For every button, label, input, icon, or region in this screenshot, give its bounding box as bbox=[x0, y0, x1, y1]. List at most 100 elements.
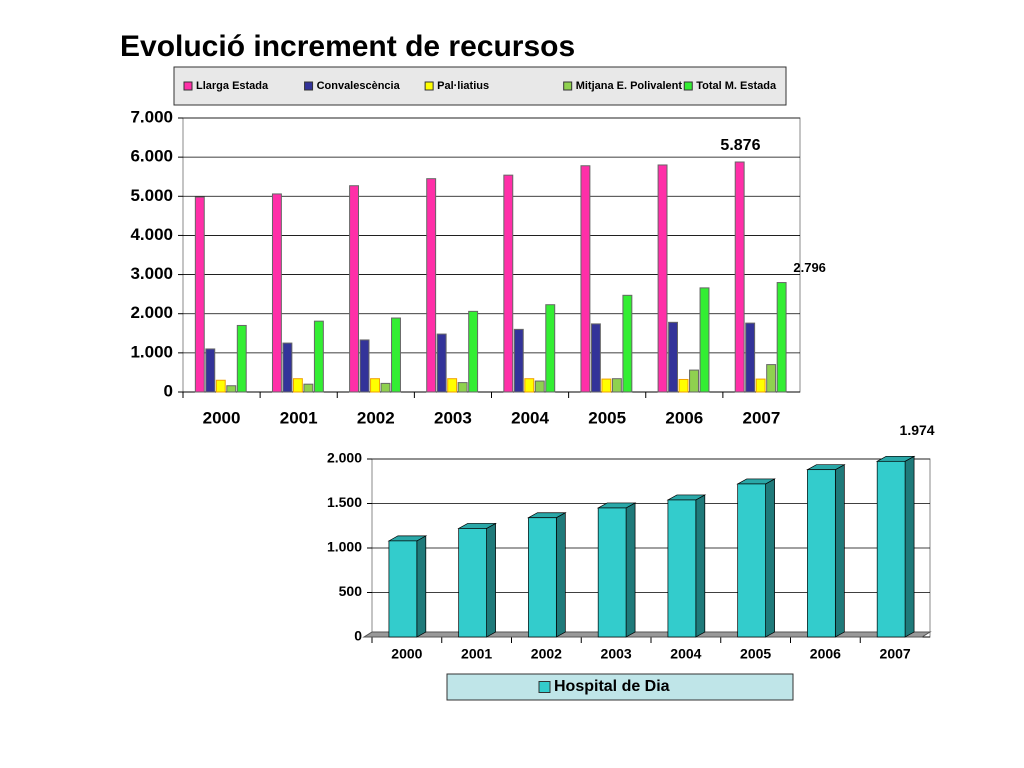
bar bbox=[689, 369, 699, 393]
bar bbox=[590, 323, 601, 393]
y-tick-label: 3.000 bbox=[130, 264, 173, 283]
x-tick-label: 2006 bbox=[665, 408, 703, 427]
legend-swatch bbox=[683, 81, 693, 91]
bar bbox=[667, 499, 697, 638]
bar bbox=[678, 378, 689, 393]
bar bbox=[580, 165, 591, 393]
x-tick-label: 2001 bbox=[461, 646, 492, 662]
legend-box bbox=[446, 673, 794, 701]
bar bbox=[503, 174, 514, 393]
bar-side bbox=[416, 535, 427, 638]
bar bbox=[776, 282, 787, 393]
bar bbox=[745, 322, 756, 393]
x-tick-label: 2004 bbox=[511, 408, 549, 427]
bar bbox=[622, 294, 633, 393]
x-tick-label: 2006 bbox=[810, 646, 841, 662]
y-tick-label: 5.000 bbox=[130, 186, 173, 205]
y-tick-label: 500 bbox=[339, 583, 363, 599]
y-tick-label: 7.000 bbox=[130, 107, 173, 126]
bar bbox=[359, 339, 370, 393]
bar bbox=[597, 507, 627, 638]
bar bbox=[388, 540, 418, 638]
bar-side bbox=[555, 512, 566, 638]
bar bbox=[699, 287, 710, 393]
x-tick-label: 2002 bbox=[357, 408, 395, 427]
floor bbox=[362, 631, 932, 638]
y-tick-label: 0 bbox=[164, 381, 173, 400]
bar bbox=[391, 317, 401, 393]
bar bbox=[734, 161, 745, 393]
x-tick-label: 2005 bbox=[588, 408, 626, 427]
bar bbox=[668, 321, 678, 393]
bar bbox=[370, 378, 380, 393]
bar-side bbox=[486, 522, 496, 638]
bar bbox=[513, 328, 524, 393]
bar bbox=[611, 378, 622, 393]
data-label: 1.974 bbox=[900, 422, 935, 438]
legend-label: Llarga Estada bbox=[196, 80, 269, 92]
bar bbox=[205, 348, 216, 393]
legend-label: Hospital de Dia bbox=[554, 678, 670, 695]
bar-side bbox=[625, 502, 636, 638]
legend-box bbox=[173, 66, 787, 106]
y-tick-label: 1.500 bbox=[327, 494, 362, 510]
x-tick-label: 2002 bbox=[531, 646, 562, 662]
x-tick-label: 2004 bbox=[670, 646, 701, 662]
bar bbox=[215, 379, 226, 393]
y-tick-label: 0 bbox=[354, 628, 362, 644]
bar bbox=[457, 382, 468, 393]
bar bbox=[313, 320, 324, 393]
y-tick-label: 4.000 bbox=[130, 225, 173, 244]
bar bbox=[226, 385, 237, 393]
bar bbox=[303, 383, 314, 393]
bar bbox=[292, 378, 303, 393]
bar bbox=[755, 378, 766, 393]
data-label: 5.876 bbox=[720, 137, 760, 154]
bar bbox=[426, 178, 437, 393]
bar bbox=[534, 380, 545, 393]
bar bbox=[349, 185, 360, 393]
bar bbox=[524, 378, 535, 393]
bar bbox=[876, 460, 906, 638]
x-tick-label: 2000 bbox=[391, 646, 422, 662]
chart-title: Evolució increment de recursos bbox=[120, 30, 575, 63]
bar-side bbox=[834, 464, 845, 638]
bar bbox=[601, 378, 612, 393]
y-tick-label: 2.000 bbox=[327, 450, 362, 466]
legend-swatch bbox=[183, 81, 193, 91]
bar bbox=[657, 164, 668, 393]
bar bbox=[447, 378, 458, 393]
legend-swatch bbox=[304, 81, 314, 91]
legend-label: Mitjana E. Polivalent bbox=[576, 80, 683, 92]
bar bbox=[271, 193, 282, 393]
bar bbox=[436, 333, 447, 393]
x-tick-label: 2005 bbox=[740, 646, 771, 662]
x-tick-label: 2007 bbox=[880, 646, 911, 662]
x-tick-label: 2003 bbox=[601, 646, 632, 662]
bar bbox=[766, 364, 777, 393]
bar bbox=[545, 304, 556, 393]
bar bbox=[236, 324, 247, 393]
x-tick-label: 2003 bbox=[434, 408, 472, 427]
legend-label: Pal·liatius bbox=[437, 80, 489, 92]
y-tick-label: 1.000 bbox=[327, 539, 362, 555]
legend-swatch bbox=[538, 681, 551, 693]
bar bbox=[194, 196, 205, 393]
y-tick-label: 6.000 bbox=[130, 147, 173, 166]
legend-label: Convalescència bbox=[317, 80, 401, 92]
bar bbox=[737, 483, 766, 638]
bar-side bbox=[695, 494, 706, 638]
y-tick-label: 2.000 bbox=[130, 303, 173, 322]
x-tick-label: 2007 bbox=[743, 408, 781, 427]
bar bbox=[468, 310, 479, 393]
bar-side bbox=[765, 478, 775, 638]
x-tick-label: 2000 bbox=[203, 408, 241, 427]
legend-label: Total M. Estada bbox=[696, 80, 777, 92]
bar bbox=[282, 342, 293, 393]
bar bbox=[528, 517, 557, 638]
x-tick-label: 2001 bbox=[280, 408, 318, 427]
bar bbox=[380, 382, 391, 393]
y-tick-label: 1.000 bbox=[130, 342, 173, 361]
data-label: 2.796 bbox=[793, 260, 826, 275]
